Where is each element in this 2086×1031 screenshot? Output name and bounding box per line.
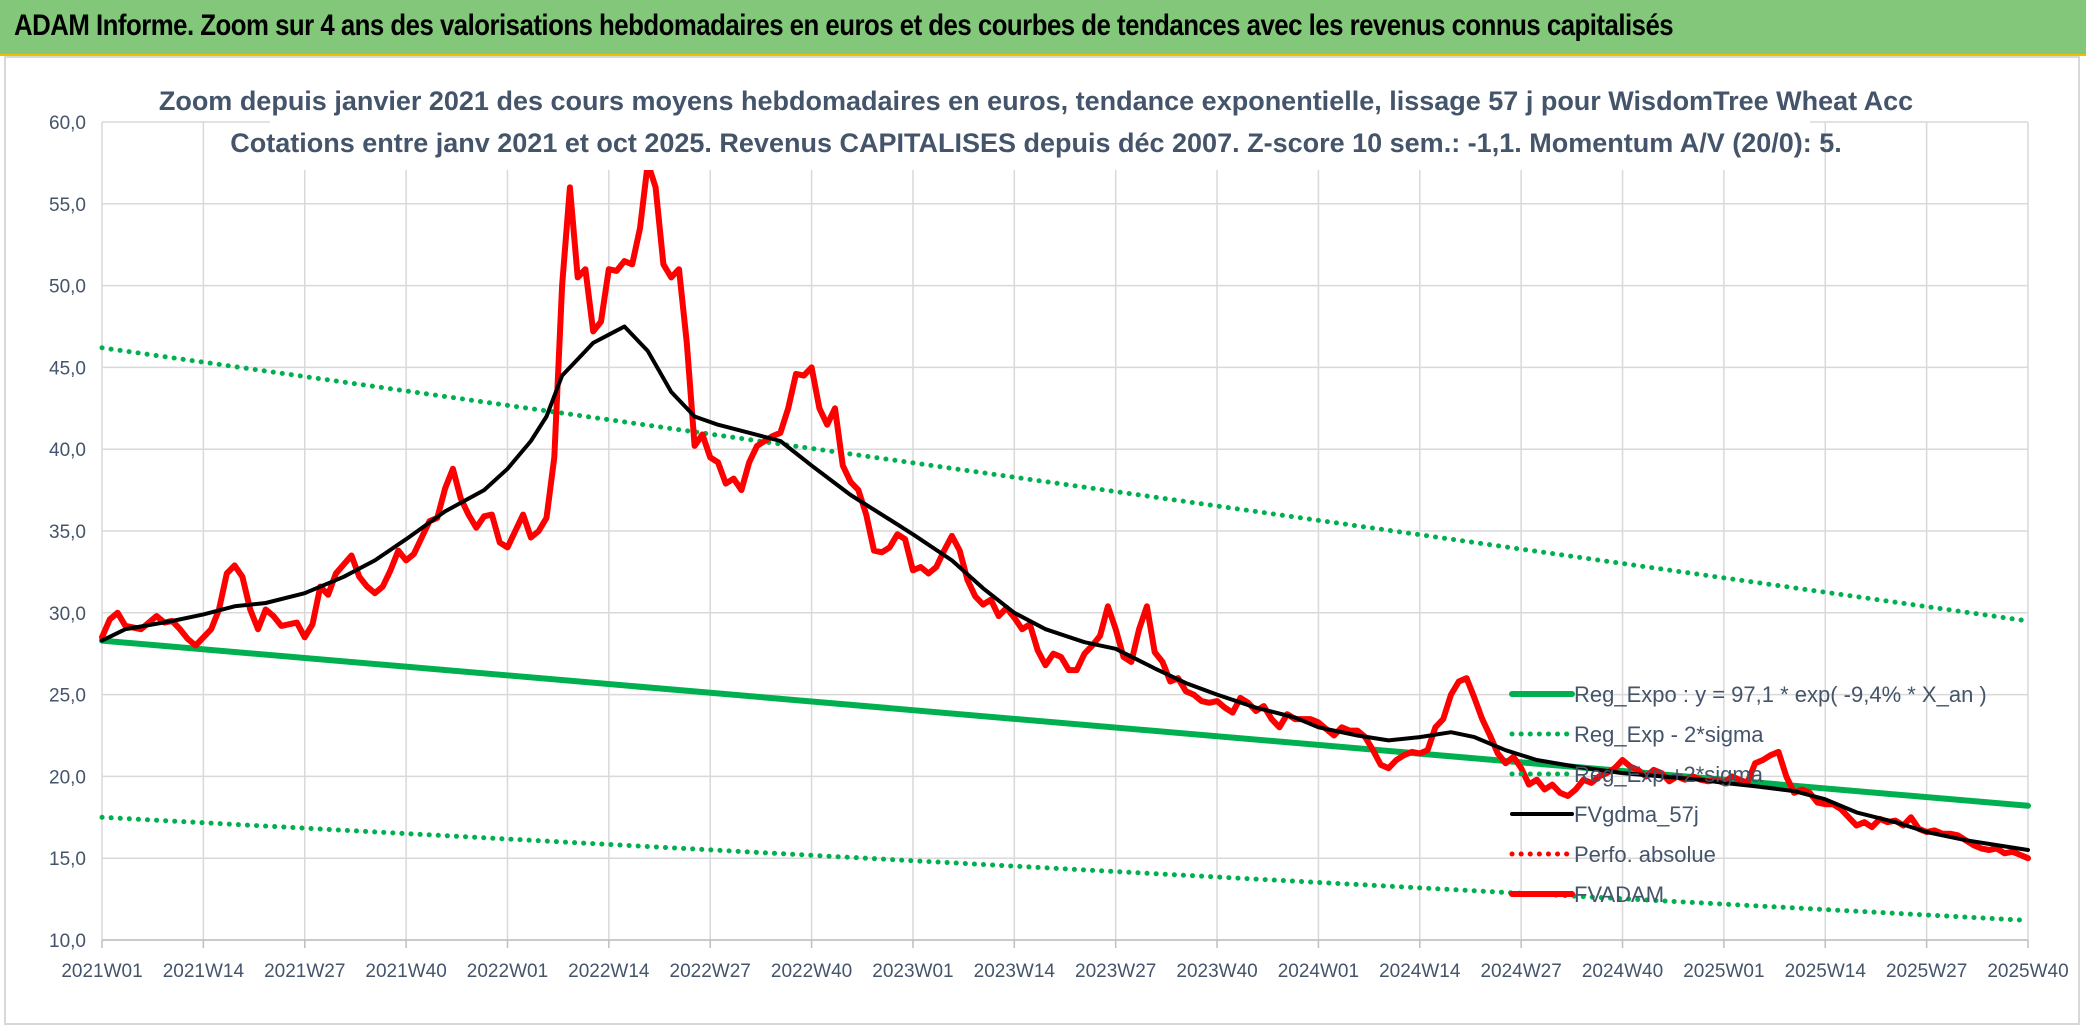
y-tick-label: 10,0 bbox=[49, 931, 86, 952]
x-tick-label: 2023W14 bbox=[974, 961, 1056, 982]
x-tick-label: 2023W27 bbox=[1075, 961, 1156, 982]
legend-label: FVADAM bbox=[1574, 882, 1664, 907]
chart-title-line: Zoom depuis janvier 2021 des cours moyen… bbox=[159, 86, 1913, 116]
report-title: ADAM Informe. Zoom sur 4 ans des valoris… bbox=[14, 9, 1674, 42]
x-tick-label: 2024W14 bbox=[1379, 961, 1461, 982]
y-tick-label: 35,0 bbox=[49, 522, 86, 543]
x-tick-label: 2023W01 bbox=[872, 961, 953, 982]
x-tick-label: 2023W40 bbox=[1176, 961, 1257, 982]
y-tick-label: 50,0 bbox=[49, 277, 86, 298]
x-tick-label: 2021W01 bbox=[61, 961, 142, 982]
x-tick-label: 2022W27 bbox=[670, 961, 751, 982]
x-tick-label: 2022W40 bbox=[771, 961, 852, 982]
series-line-5 bbox=[99, 159, 2031, 862]
y-tick-label: 20,0 bbox=[49, 767, 86, 788]
legend-label: Reg_Expo : y = 97,1 * exp( -9,4% * X_an … bbox=[1574, 682, 1987, 707]
report-banner: ADAM Informe. Zoom sur 4 ans des valoris… bbox=[0, 0, 2086, 56]
legend-label: FVgdma_57j bbox=[1574, 802, 1699, 827]
chart-frame bbox=[4, 56, 2080, 1025]
series-line-1 bbox=[99, 814, 2031, 923]
y-tick-label: 45,0 bbox=[49, 358, 86, 379]
series-line-3 bbox=[100, 324, 2030, 852]
x-tick-label: 2025W40 bbox=[1987, 961, 2068, 982]
y-tick-label: 40,0 bbox=[49, 440, 86, 461]
x-tick-label: 2024W40 bbox=[1582, 961, 1663, 982]
x-tick-label: 2025W27 bbox=[1886, 961, 1967, 982]
x-tick-label: 2022W01 bbox=[467, 961, 548, 982]
x-tick-label: 2025W01 bbox=[1683, 961, 1764, 982]
y-tick-label: 15,0 bbox=[49, 849, 86, 870]
chart-title-background bbox=[270, 80, 1810, 170]
y-tick-label: 55,0 bbox=[49, 195, 86, 216]
x-tick-label: 2024W01 bbox=[1278, 961, 1359, 982]
series-line-2 bbox=[99, 345, 2031, 624]
x-tick-label: 2024W27 bbox=[1480, 961, 1561, 982]
legend-label: Reg_Exp - 2*sigma bbox=[1574, 722, 1764, 747]
y-tick-label: 30,0 bbox=[49, 604, 86, 625]
y-tick-label: 60,0 bbox=[49, 113, 86, 134]
y-tick-label: 25,0 bbox=[49, 686, 86, 707]
x-tick-label: 2025W14 bbox=[1785, 961, 1867, 982]
chart-title-line: Cotations entre janv 2021 et oct 2025. R… bbox=[230, 128, 1842, 158]
legend-label: Reg_Exp +2*sigma bbox=[1574, 762, 1764, 787]
x-tick-label: 2022W14 bbox=[568, 961, 650, 982]
x-tick-label: 2021W14 bbox=[163, 961, 245, 982]
x-tick-label: 2021W40 bbox=[365, 961, 446, 982]
x-tick-label: 2021W27 bbox=[264, 961, 345, 982]
legend-label: Perfo. absolue bbox=[1574, 842, 1716, 867]
